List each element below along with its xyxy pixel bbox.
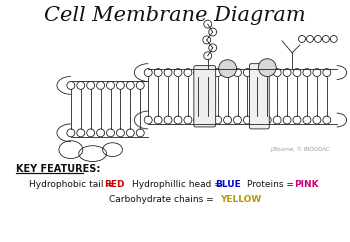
Text: Cell Membrane Diagram: Cell Membrane Diagram (44, 6, 306, 25)
Text: RED: RED (105, 180, 125, 189)
Text: Hydrophobic tail =: Hydrophobic tail = (29, 180, 117, 189)
Text: J.Bourne, © BIOODAC: J.Bourne, © BIOODAC (271, 146, 331, 152)
Text: PINK: PINK (294, 180, 318, 189)
Text: Hydrophillic head =: Hydrophillic head = (132, 180, 225, 189)
Text: Proteins =: Proteins = (247, 180, 297, 189)
Text: YELLOW: YELLOW (220, 195, 261, 204)
Text: KEY FEATURES:: KEY FEATURES: (16, 164, 101, 174)
Circle shape (219, 60, 237, 77)
Circle shape (258, 59, 276, 76)
Text: BLUE: BLUE (215, 180, 240, 189)
Text: Carbohydrate chains =: Carbohydrate chains = (108, 195, 216, 204)
FancyBboxPatch shape (194, 66, 216, 127)
FancyBboxPatch shape (250, 64, 269, 129)
